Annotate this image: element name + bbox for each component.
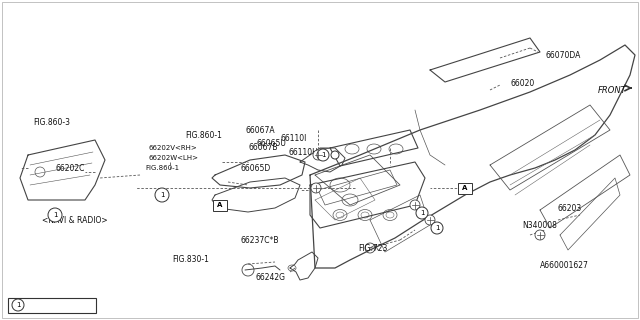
Bar [458,182,472,194]
Circle shape [331,151,339,159]
Circle shape [35,167,45,177]
Text: A: A [218,202,223,208]
Circle shape [425,215,435,225]
Text: 66070DA: 66070DA [545,51,580,60]
Text: <NAVI & RADIO>: <NAVI & RADIO> [42,215,108,225]
Circle shape [317,149,329,161]
Circle shape [365,243,375,253]
Text: 1: 1 [160,192,164,198]
Text: 66202W<LH>: 66202W<LH> [148,155,198,161]
Text: 66065U: 66065U [256,139,286,148]
Circle shape [314,151,322,159]
Text: 66203: 66203 [557,204,581,212]
Bar [213,199,227,211]
Bar [8,298,96,313]
Circle shape [431,222,443,234]
Text: 66110I: 66110I [280,133,307,142]
Text: 1: 1 [321,152,325,158]
Text: 66242G: 66242G [255,274,285,283]
Text: 66237C*B: 66237C*B [240,236,278,244]
Text: N340008: N340008 [522,220,557,229]
Text: A660001627: A660001627 [540,260,589,269]
Text: 1: 1 [435,225,439,231]
Circle shape [155,188,169,202]
Text: 1: 1 [52,212,57,218]
Circle shape [12,299,24,311]
Text: A: A [462,185,468,191]
Circle shape [48,208,62,222]
Text: FIG.830-1: FIG.830-1 [172,255,209,265]
Text: FIG.860-1: FIG.860-1 [145,165,179,171]
Text: 66020: 66020 [510,78,534,87]
Text: 1: 1 [16,302,20,308]
Circle shape [313,150,323,160]
Text: FIG.860-3: FIG.860-3 [33,117,70,126]
Text: FIG.860-1: FIG.860-1 [185,131,222,140]
Text: 66202V<RH>: 66202V<RH> [148,145,196,151]
Circle shape [416,207,428,219]
Text: 66065D: 66065D [240,164,270,172]
Text: Q500013: Q500013 [28,300,63,309]
Circle shape [311,183,321,193]
Text: 66067B: 66067B [248,142,278,151]
Circle shape [535,230,545,240]
Text: 66067A: 66067A [245,125,275,134]
Text: FRONT: FRONT [598,85,627,94]
Text: 1: 1 [420,210,424,216]
Text: 66202C: 66202C [55,164,84,172]
Circle shape [410,200,420,210]
Circle shape [242,264,254,276]
Text: 66110H: 66110H [288,148,318,156]
Text: FIG.723: FIG.723 [358,244,387,252]
